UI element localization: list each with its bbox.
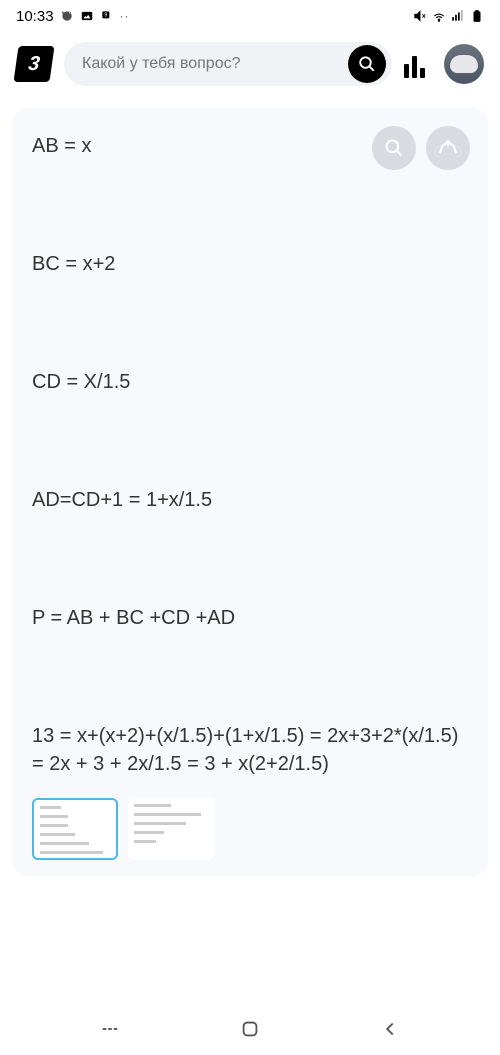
math-line: P = AB + BC +CD +AD bbox=[32, 604, 468, 632]
thumbnail-2[interactable] bbox=[128, 798, 214, 860]
search-input[interactable] bbox=[82, 55, 348, 73]
wifi-icon bbox=[432, 9, 446, 23]
card-actions bbox=[372, 126, 470, 170]
home-button[interactable] bbox=[236, 1015, 264, 1043]
math-line: AD=CD+1 = 1+x/1.5 bbox=[32, 486, 468, 514]
recent-apps-button[interactable] bbox=[96, 1015, 124, 1043]
app-header: 3 bbox=[0, 32, 500, 96]
thumbnail-1[interactable] bbox=[32, 798, 118, 860]
image-icon bbox=[80, 9, 94, 23]
avatar[interactable] bbox=[444, 44, 484, 84]
system-nav-bar bbox=[0, 1003, 500, 1055]
svg-text:9: 9 bbox=[104, 13, 107, 19]
battery-icon bbox=[470, 9, 484, 23]
status-right bbox=[413, 9, 484, 23]
thumbnails bbox=[32, 798, 468, 860]
search-button[interactable] bbox=[348, 45, 386, 83]
card-search-button[interactable] bbox=[372, 126, 416, 170]
signal-icon bbox=[451, 9, 465, 23]
math-line: 13 = x+(x+2)+(x/1.5)+(1+x/1.5) = 2x+3+2*… bbox=[32, 722, 468, 778]
status-time: 10:33 bbox=[16, 8, 54, 25]
mute-icon bbox=[413, 9, 427, 23]
stats-icon[interactable] bbox=[404, 50, 432, 78]
card-share-button[interactable] bbox=[426, 126, 470, 170]
answer-card: AB = x BC = x+2 CD = X/1.5 AD=CD+1 = 1+x… bbox=[12, 108, 488, 876]
search-bar[interactable] bbox=[64, 42, 392, 86]
back-button[interactable] bbox=[376, 1015, 404, 1043]
status-more: ·· bbox=[120, 9, 130, 23]
math-line: BC = x+2 bbox=[32, 250, 468, 278]
status-left: 10:33 9 ·· bbox=[16, 8, 130, 25]
notification-icon: 9 bbox=[100, 9, 114, 23]
math-content: AB = x BC = x+2 CD = X/1.5 AD=CD+1 = 1+x… bbox=[32, 132, 468, 778]
app-logo[interactable]: 3 bbox=[13, 46, 54, 82]
alarm-icon bbox=[60, 9, 74, 23]
math-line: CD = X/1.5 bbox=[32, 368, 468, 396]
status-bar: 10:33 9 ·· bbox=[0, 0, 500, 32]
